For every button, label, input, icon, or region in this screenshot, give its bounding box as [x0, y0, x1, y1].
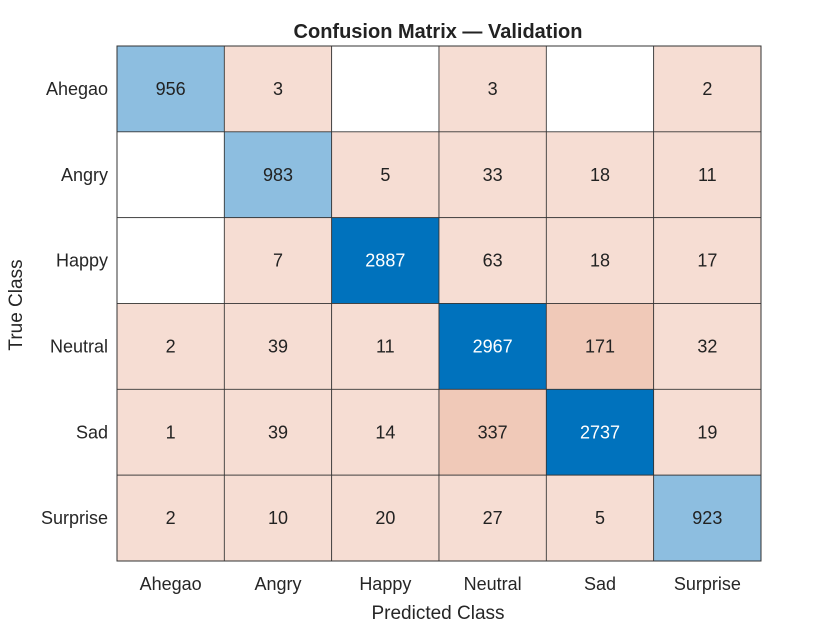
cell-4-1	[223, 388, 333, 476]
y-tick-label: Happy	[56, 251, 108, 271]
y-tick-label: Sad	[76, 422, 108, 442]
cell-value-4-5: 19	[697, 422, 717, 442]
cell-0-4	[545, 45, 655, 133]
cell-value-5-3: 27	[483, 508, 503, 528]
y-axis-label: True Class	[6, 259, 27, 350]
cell-value-1-4: 18	[590, 165, 610, 185]
cell-3-2	[331, 303, 440, 390]
cell-4-0	[116, 388, 225, 476]
cell-value-1-2: 5	[380, 165, 390, 185]
cell-value-5-5: 923	[692, 508, 722, 528]
cell-value-3-2: 11	[376, 336, 395, 356]
cell-3-5	[653, 303, 762, 390]
cell-value-3-0: 2	[166, 336, 176, 356]
cell-value-4-4: 2737	[580, 422, 620, 442]
cell-2-0	[116, 217, 225, 304]
cell-value-2-3: 63	[483, 251, 503, 271]
cell-5-0	[116, 474, 225, 562]
cell-3-3	[438, 303, 547, 390]
x-axis-label: Predicted Class	[371, 603, 504, 624]
cell-value-1-3: 33	[483, 165, 503, 185]
cell-1-0	[116, 131, 225, 219]
cell-value-0-1: 3	[273, 79, 283, 99]
cell-value-4-1: 39	[268, 422, 288, 442]
cell-4-4	[545, 388, 655, 476]
cell-3-0	[116, 303, 225, 390]
cell-value-4-0: 1	[166, 422, 176, 442]
y-tick-label: Neutral	[50, 336, 108, 356]
cell-value-0-5: 2	[702, 79, 712, 99]
matrix-border	[116, 45, 762, 562]
cell-value-4-3: 337	[478, 422, 508, 442]
cell-0-2	[331, 45, 440, 133]
x-tick-label: Sad	[584, 574, 616, 594]
cell-5-4	[545, 474, 655, 562]
cell-value-3-1: 39	[268, 336, 288, 356]
cell-value-2-5: 17	[697, 251, 717, 271]
x-tick-label: Surprise	[674, 574, 741, 594]
chart-title: Confusion Matrix — Validation	[294, 21, 583, 43]
cell-value-5-1: 10	[268, 508, 288, 528]
cell-value-5-2: 20	[375, 508, 395, 528]
cell-2-3	[438, 217, 547, 304]
x-tick-labels: Ahegao Angry Happy Neutral Sad Surprise	[140, 574, 741, 594]
cell-5-2	[331, 474, 440, 562]
cell-value-1-1: 983	[263, 165, 293, 185]
x-tick-label: Happy	[359, 574, 411, 594]
x-tick-label: Angry	[254, 574, 301, 594]
cell-4-2	[331, 388, 440, 476]
cell-value-1-5: 11	[698, 165, 717, 185]
cell-value-3-4: 171	[585, 336, 615, 356]
cell-value-2-4: 18	[590, 251, 610, 271]
cell-5-1	[223, 474, 333, 562]
cell-1-2	[331, 131, 440, 219]
y-tick-label: Ahegao	[46, 79, 108, 99]
cell-0-1	[223, 45, 333, 133]
cell-0-5	[653, 45, 762, 133]
x-tick-label: Ahegao	[140, 574, 202, 594]
cell-value-0-3: 3	[488, 79, 498, 99]
cell-1-4	[545, 131, 655, 219]
cell-value-0-0: 956	[156, 79, 186, 99]
cell-value-5-4: 5	[595, 508, 605, 528]
cell-2-1	[223, 217, 333, 304]
cell-value-5-0: 2	[166, 508, 176, 528]
cell-value-4-2: 14	[375, 422, 395, 442]
cell-1-1	[223, 131, 333, 219]
cell-0-0	[116, 45, 225, 133]
y-tick-label: Surprise	[41, 508, 108, 528]
y-tick-label: Angry	[61, 165, 108, 185]
cell-2-5	[653, 217, 762, 304]
cell-value-3-3: 2967	[473, 336, 513, 356]
x-tick-label: Neutral	[464, 574, 522, 594]
cell-2-4	[545, 217, 655, 304]
cell-3-1	[223, 303, 333, 390]
cell-value-2-2: 2887	[365, 251, 405, 271]
cell-value-3-5: 32	[697, 336, 717, 356]
y-tick-labels: Ahegao Angry Happy Neutral Sad Surprise	[41, 79, 108, 528]
cell-3-4	[545, 303, 655, 390]
cell-value-2-1: 7	[273, 251, 283, 271]
